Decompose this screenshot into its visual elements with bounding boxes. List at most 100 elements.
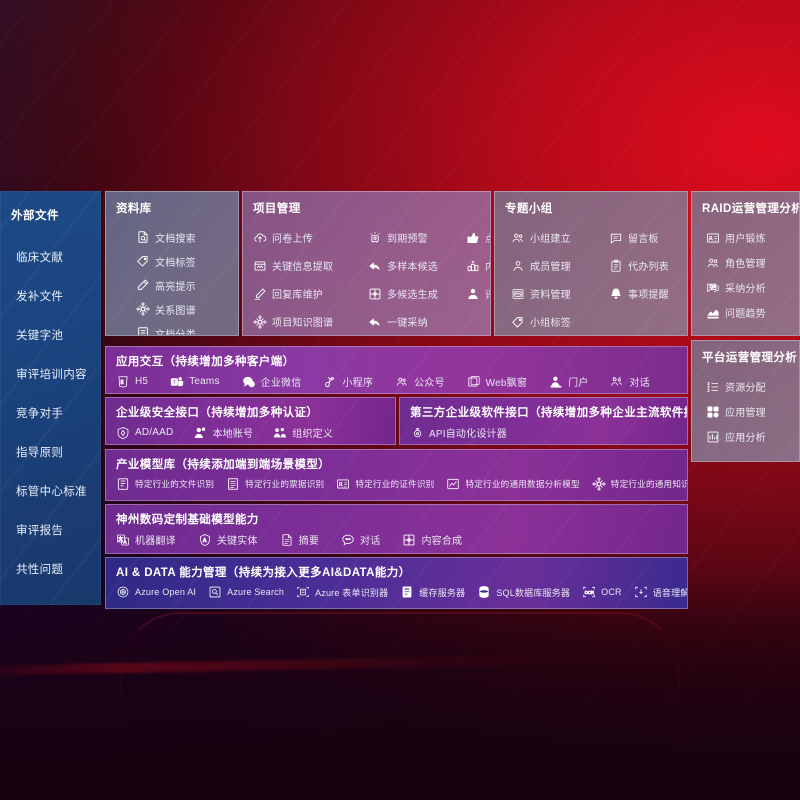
item-label: 多样本候选 [387,262,438,273]
analysis-chart-icon [706,430,720,444]
item-label: SQL数据库服务器 [496,587,571,598]
item-local-account[interactable]: 本地账号 [193,425,253,440]
item-sql-database-server[interactable]: SQL数据库服务器 [477,585,570,599]
sidebar-item-common-issues[interactable]: 共性问题 [16,564,64,576]
panel-raid-items: 用户锻炼 角色管理 QA 采纳分析 问题趋势 [692,225,799,325]
item-relation-graph[interactable]: 关系图谱 [136,297,232,321]
item-label: 门户 [568,378,589,389]
item-id-recognition[interactable]: 特定行业的证件识别 [336,477,434,491]
item-label: AD/AAD [135,427,174,438]
sidebar-item-keyword-pool[interactable]: 关键字池 [16,330,64,342]
item-label: 问卷上传 [272,234,313,245]
item-event-reminder[interactable]: 事项提醒 [609,281,681,306]
item-user-training[interactable]: 用户锻炼 [706,225,793,250]
item-azure-openai[interactable]: Azure Open AI [116,585,196,599]
item-org-definition[interactable]: 组织定义 [273,425,333,440]
item-role-management[interactable]: 角色管理 [706,250,793,275]
sidebar-item-clinical-literature[interactable]: 临床文献 [16,252,64,264]
item-reply-library-maintain[interactable]: 回复库维护 [253,281,368,306]
item-label: 评审员画像 [485,286,490,301]
item-miniprogram[interactable]: 小程序 [323,374,373,389]
item-teams[interactable]: Teams [170,375,219,389]
item-document-tag[interactable]: 文档标签 [136,249,232,273]
item-internal-expert-ranking[interactable]: 内部专家排名 [466,253,490,278]
item-label: 用户锻炼 [725,234,766,245]
item-app-analysis[interactable]: 应用分析 [706,424,793,449]
item-expiry-alert[interactable]: 到期预警 [368,225,466,250]
background-arc-glow [120,612,680,800]
item-official-account[interactable]: 公众号 [395,374,445,389]
item-speech-understanding[interactable]: 语音理解 [634,585,687,599]
item-label: 文档标签 [155,257,196,269]
sidebar-item-review-report[interactable]: 审评报告 [16,525,64,537]
item-azure-form-recognizer[interactable]: Azure 表单识别器 [296,585,388,599]
item-todo-list[interactable]: 代办列表 [609,253,681,278]
item-general-knowledge-graph-model[interactable]: 特定行业的通用知识图谱模型 [592,477,688,491]
item-key-entity[interactable]: A 关键实体 [198,532,258,547]
file-recognize-icon [116,477,130,491]
item-dialog-capability[interactable]: 对话 [341,532,380,547]
item-highlight-hint[interactable]: 高亮提示 [136,273,232,297]
dialog-users-icon [610,375,624,389]
item-multi-candidate-generate[interactable]: 多候选生成 [368,281,466,306]
item-content-composition[interactable]: 内容合成 [402,532,462,547]
item-document-search[interactable]: 文档搜索 [136,225,232,249]
user-manage-icon [511,259,525,273]
item-file-recognition[interactable]: 特定行业的文件识别 [116,477,214,491]
item-general-data-analysis-model[interactable]: 特定行业的通用数据分析模型 [446,477,580,491]
item-label: 特定行业的通用数据分析模型 [465,479,580,489]
item-app-management[interactable]: 应用管理 [706,399,793,424]
item-wecom[interactable]: 企业微信 [242,374,302,389]
panel-interact-items: 5 H5 Teams 企业微信 小程序 公众号 Web飘窗 [106,374,687,389]
item-label: API自动化设计器 [429,429,507,440]
item-like-thanks[interactable]: 点赞感谢 [466,225,490,250]
item-cache-server[interactable]: 缓存服务器 [400,585,465,599]
qa-chat-icon: QA [706,281,720,295]
item-label: 留言板 [628,234,659,245]
item-questionnaire-upload[interactable]: 问卷上传 [253,225,368,250]
item-label: 特定行业的通用知识图谱模型 [610,479,688,489]
sidebar-item-standards-center[interactable]: 标管中心标准 [16,486,87,498]
panel-base-title: 神州数码定制基础模型能力 [116,514,259,526]
panel-aidata-title: AI & DATA 能力管理（持续为接入更多AI&DATA能力） [116,567,411,579]
panel-ai-data-capability: AI & DATA 能力管理（持续为接入更多AI&DATA能力） Azure O… [105,557,688,609]
item-group-create[interactable]: 小组建立 [511,225,609,250]
panel-raid-title: RAID运营管理分析 [702,203,800,215]
item-project-knowledge-graph[interactable]: 项目知识图谱 [253,309,368,334]
item-one-click-adopt[interactable]: 一键采纳 [368,309,466,334]
item-web-float-window[interactable]: Web飘窗 [467,374,527,389]
item-material-management[interactable]: 资料管理 [511,281,609,306]
item-issue-trend[interactable]: 问题趋势 [706,300,793,325]
panel-thirdparty-title: 第三方企业级软件接口（持续增加多种企业主流软件接口） [410,407,687,419]
item-message-board[interactable]: 留言板 [609,225,681,250]
panel-industry-items: 特定行业的文件识别 特定行业的票据识别 特定行业的证件识别 特定行业的通用数据分… [106,477,687,491]
item-h5[interactable]: 5 H5 [116,375,148,389]
item-resource-allocation[interactable]: 资源分配 [706,374,793,399]
sidebar-item-supplementary-docs[interactable]: 发补文件 [16,291,64,303]
sidebar-item-competitors[interactable]: 竞争对手 [16,408,64,420]
item-portal[interactable]: 门户 [549,374,588,389]
item-api-designer[interactable]: API自动化设计器 [410,425,507,440]
item-dialog[interactable]: 对话 [610,374,650,389]
cloud-upload-icon [253,231,267,245]
item-label: 小组标签 [530,318,571,329]
item-adoption-analysis[interactable]: QA 采纳分析 [706,275,793,300]
item-document-category[interactable]: 文档分类 [136,321,232,335]
item-reviewer-profile[interactable]: 评审员画像 [466,281,490,306]
item-member-management[interactable]: 成员管理 [511,253,609,278]
item-summary[interactable]: 摘要 [280,532,319,547]
panel-library-title: 资料库 [116,203,152,215]
item-multi-sample-candidates[interactable]: 多样本候选 [368,253,466,278]
sidebar-item-review-training[interactable]: 审评培训内容 [16,369,87,381]
item-label: 资源分配 [725,383,766,394]
item-azure-search[interactable]: Azure Search [208,585,284,599]
cache-server-icon [400,585,414,599]
item-group-tag[interactable]: 小组标签 [511,309,609,334]
item-ad-aad[interactable]: AD/AAD [116,426,173,440]
sidebar-item-guidelines[interactable]: 指导原则 [16,447,64,459]
grid-expand-icon [368,287,382,301]
item-key-info-extract[interactable]: 关键信息提取 [253,253,368,278]
item-receipt-recognition[interactable]: 特定行业的票据识别 [226,477,324,491]
item-ocr[interactable]: OCR OCR [582,585,622,599]
